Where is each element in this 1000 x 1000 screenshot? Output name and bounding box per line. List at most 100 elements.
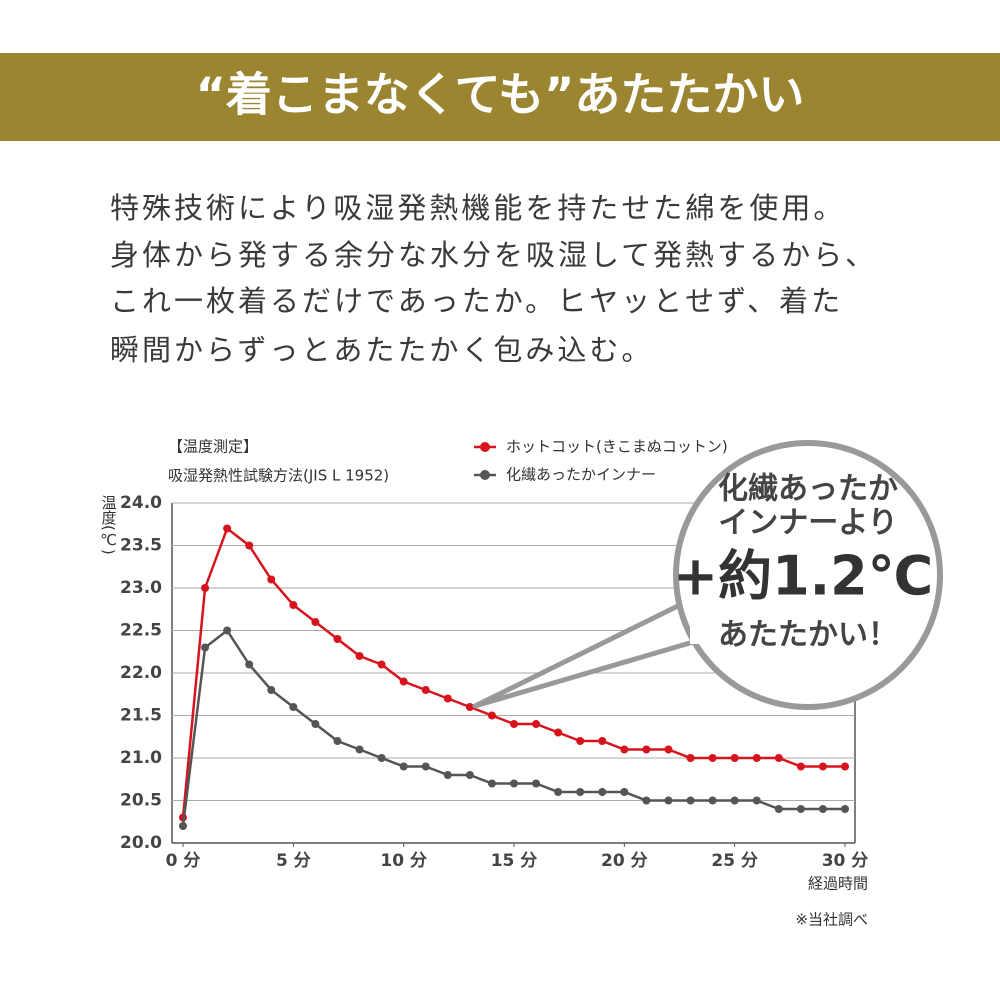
data-point — [642, 796, 651, 805]
data-point — [532, 779, 541, 788]
banner-title: “着こまなくても”あたたかい — [196, 68, 805, 122]
x-tick-label: 0 分 — [166, 851, 201, 871]
data-point — [267, 686, 276, 694]
data-point — [620, 788, 629, 796]
data-point — [774, 805, 783, 813]
y-tick-label: 22.5 — [120, 621, 162, 641]
banner — [0, 53, 1000, 141]
y-tick-label: 22.0 — [120, 663, 162, 683]
callout-text: +約1.2℃ — [673, 545, 933, 608]
x-tick-label: 5 分 — [276, 851, 311, 871]
data-point — [443, 771, 452, 779]
callout-text: あたたかい！ — [718, 618, 898, 653]
data-point — [686, 796, 695, 805]
body-line: 瞬間からずっとあたたかく包み込む。 — [110, 333, 653, 367]
data-point — [355, 745, 364, 754]
callout-pointer — [472, 597, 703, 709]
x-axis-label: 経過時間 — [808, 875, 868, 893]
data-point — [333, 635, 342, 643]
y-tick-label: 20.0 — [120, 833, 162, 853]
data-point — [201, 584, 210, 592]
data-point — [421, 762, 430, 771]
data-point — [333, 737, 342, 745]
x-tick-label: 30 分 — [822, 851, 869, 871]
body-line: 身体から発する余分な水分を吸湿して発熱するから、 — [110, 238, 877, 272]
source-note: ※当社調べ — [795, 911, 868, 929]
data-point — [179, 822, 187, 830]
data-point — [598, 788, 607, 796]
data-point — [532, 720, 541, 728]
y-tick-label: 21.5 — [120, 706, 162, 726]
y-tick-label: 21.0 — [120, 748, 162, 768]
legend: ホットコット(きこまぬコットン) 化繊あったかインナー — [474, 438, 728, 484]
legend-label: ホットコット(きこまぬコットン) — [506, 438, 728, 456]
callout-circle — [673, 440, 943, 710]
chart-note: 【温度測定】 — [168, 438, 258, 456]
data-point — [399, 677, 408, 686]
data-point — [465, 771, 474, 779]
data-point — [223, 626, 232, 635]
data-point — [465, 703, 474, 711]
y-tick-label: 23.0 — [120, 578, 162, 598]
x-tick-label: 20 分 — [601, 851, 648, 871]
data-point — [642, 745, 651, 754]
data-point — [311, 618, 320, 626]
data-point — [289, 703, 298, 711]
data-point — [289, 601, 298, 609]
data-point — [311, 720, 320, 728]
x-tick-label: 25 分 — [711, 851, 758, 871]
data-point — [267, 575, 276, 584]
data-point — [664, 796, 673, 805]
data-point — [399, 762, 408, 771]
y-tick-label: 24.0 — [120, 493, 162, 513]
data-point — [818, 805, 827, 813]
data-point — [664, 745, 673, 754]
data-point — [730, 754, 739, 762]
data-point — [487, 779, 496, 788]
data-point — [245, 541, 254, 550]
data-point — [686, 754, 695, 762]
x-tick-label: 15 分 — [491, 851, 538, 871]
callout-joint — [690, 596, 720, 644]
data-point — [377, 660, 386, 669]
data-point — [841, 805, 849, 813]
legend-label: 化繊あったかインナー — [506, 466, 656, 484]
data-point — [510, 720, 518, 728]
data-point — [818, 762, 827, 771]
data-point — [487, 711, 496, 720]
data-point — [554, 728, 563, 737]
y-axis-label: 温度(℃) — [100, 495, 118, 555]
legend-marker — [480, 442, 490, 452]
data-point — [796, 805, 805, 813]
data-point — [510, 779, 518, 788]
data-point — [620, 745, 629, 754]
data-point — [598, 737, 607, 745]
y-tick-label: 20.5 — [120, 791, 162, 811]
body-line: 特殊技術により吸湿発熱機能を持たせた綿を使用。 — [110, 191, 845, 225]
data-point — [576, 788, 585, 796]
data-point — [554, 788, 563, 796]
data-point — [355, 652, 364, 660]
data-point — [443, 694, 452, 703]
body-line: これ一枚着るだけであったか。ヒヤッとせず、着た — [110, 284, 843, 318]
legend-marker — [480, 470, 490, 480]
callout: 化繊あったか インナーより +約1.2℃ あたたかい！ — [472, 440, 943, 710]
data-point — [708, 754, 717, 762]
data-point — [245, 660, 254, 669]
x-tick-label: 10 分 — [380, 851, 427, 871]
data-point — [421, 686, 430, 694]
callout-text: 化繊あったか — [718, 472, 898, 507]
y-tick-label: 23.5 — [120, 536, 162, 556]
data-point — [730, 796, 739, 805]
chart-note: 吸湿発熱性試験方法(JIS L 1952) — [168, 467, 389, 485]
data-point — [708, 796, 717, 805]
data-point — [223, 524, 232, 533]
data-point — [752, 796, 761, 805]
data-point — [841, 762, 849, 771]
data-point — [796, 762, 805, 771]
callout-text: インナーより — [718, 506, 897, 541]
data-point — [201, 643, 210, 652]
data-point — [576, 737, 585, 745]
data-point — [377, 754, 386, 762]
